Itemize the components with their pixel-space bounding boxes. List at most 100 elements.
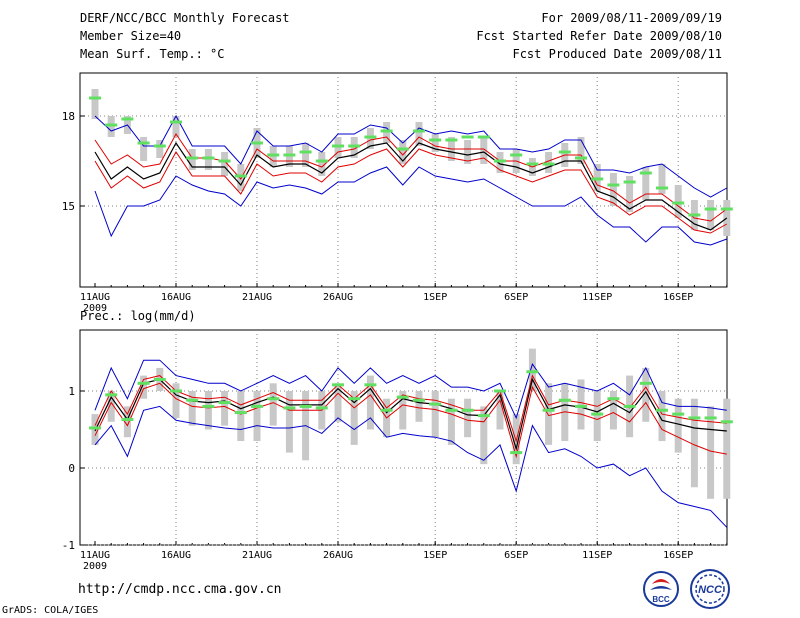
- spread-box: [642, 167, 650, 200]
- spread-box: [658, 164, 666, 194]
- median-marker: [720, 207, 733, 211]
- spread-box: [415, 391, 423, 422]
- spread-box: [91, 414, 99, 445]
- median-marker: [591, 177, 604, 181]
- x-tick-label: 11AUG: [80, 292, 110, 303]
- spread-box: [464, 398, 472, 438]
- median-marker: [251, 404, 263, 408]
- spread-box: [707, 200, 715, 230]
- series-line-max: [94, 166, 727, 246]
- spread-box: [156, 140, 164, 158]
- median-marker: [348, 144, 361, 148]
- median-marker: [332, 144, 344, 148]
- median-marker: [461, 135, 474, 139]
- median-marker: [656, 408, 668, 412]
- median-marker: [380, 129, 393, 133]
- median-marker: [348, 397, 361, 401]
- median-marker: [429, 402, 442, 406]
- median-marker: [413, 398, 425, 402]
- spread-box: [496, 391, 504, 430]
- spread-box: [577, 379, 585, 430]
- plot-frame: [79, 72, 728, 288]
- ncc-logo-icon: NCC: [690, 569, 730, 609]
- median-marker: [720, 420, 733, 424]
- spread-box: [107, 391, 115, 422]
- median-marker: [494, 389, 506, 393]
- spread-box: [140, 137, 148, 161]
- footer-credit: GrADS: COLA/IGES: [2, 605, 99, 616]
- median-marker: [170, 389, 182, 393]
- spread-box: [642, 367, 650, 422]
- median-marker: [202, 156, 215, 160]
- series-line-lower-spread: [94, 148, 728, 234]
- spread-box: [269, 383, 277, 426]
- median-marker: [364, 383, 377, 387]
- median-marker: [137, 381, 150, 385]
- spread-box: [318, 152, 326, 176]
- x-tick-label: 1SEP: [423, 550, 447, 561]
- median-marker: [186, 398, 199, 402]
- member-size-label: Member Size=40: [80, 29, 182, 43]
- spread-box: [609, 391, 617, 430]
- median-marker: [656, 186, 668, 190]
- spread-box: [707, 406, 715, 499]
- median-marker: [283, 153, 296, 157]
- x-tick-label: 6SEP: [504, 292, 528, 303]
- median-marker: [672, 412, 685, 416]
- spread-box: [237, 391, 245, 442]
- spread-box: [204, 391, 212, 430]
- median-marker: [315, 159, 328, 163]
- spread-box: [91, 89, 99, 119]
- footer-url[interactable]: http://cmdp.ncc.cma.gov.cn: [78, 582, 282, 597]
- spread-box: [480, 137, 488, 164]
- median-marker: [542, 408, 555, 412]
- median-marker: [542, 162, 555, 166]
- x-tick-label: 11SEP: [582, 550, 612, 561]
- spread-box: [626, 176, 634, 212]
- median-marker: [332, 383, 344, 387]
- median-marker: [396, 147, 409, 151]
- series-line-max: [94, 359, 727, 420]
- median-marker: [218, 401, 231, 405]
- spread-box: [415, 122, 423, 146]
- median-marker: [510, 153, 523, 157]
- spread-box: [253, 391, 261, 442]
- median-marker: [413, 129, 425, 133]
- median-marker: [477, 135, 490, 139]
- median-marker: [89, 426, 101, 430]
- spread-box: [674, 398, 682, 453]
- spread-box: [285, 391, 293, 453]
- x-tick-label: 2009: [83, 561, 107, 572]
- spread-box: [723, 398, 731, 499]
- median-marker: [607, 397, 620, 401]
- median-marker: [283, 406, 296, 410]
- median-marker: [121, 417, 134, 421]
- spread-box: [399, 140, 407, 164]
- median-marker: [396, 395, 409, 399]
- x-tick-label: 16SEP: [663, 550, 693, 561]
- median-marker: [234, 411, 247, 415]
- median-marker: [639, 381, 652, 385]
- variable-label: Mean Surf. Temp.: °C: [80, 47, 225, 61]
- median-marker: [121, 117, 134, 121]
- x-tick-label: 1SEP: [423, 292, 447, 303]
- spread-box: [447, 398, 455, 445]
- spread-box: [545, 383, 553, 445]
- median-marker: [364, 135, 377, 139]
- median-marker: [186, 156, 199, 160]
- median-marker: [704, 207, 717, 211]
- y-tick-label: 15: [62, 200, 75, 213]
- median-marker: [526, 162, 539, 166]
- median-marker: [575, 156, 587, 160]
- series-line-mean: [94, 377, 727, 452]
- spread-box: [172, 383, 180, 418]
- spread-box: [172, 116, 180, 137]
- spread-box: [188, 391, 196, 426]
- x-tick-label: 6SEP: [504, 550, 528, 561]
- median-marker: [591, 412, 604, 416]
- median-marker: [315, 406, 328, 410]
- spread-box: [334, 383, 342, 422]
- x-tick-label: 11AUG: [80, 550, 110, 561]
- ncc-logo: NCC: [688, 568, 732, 610]
